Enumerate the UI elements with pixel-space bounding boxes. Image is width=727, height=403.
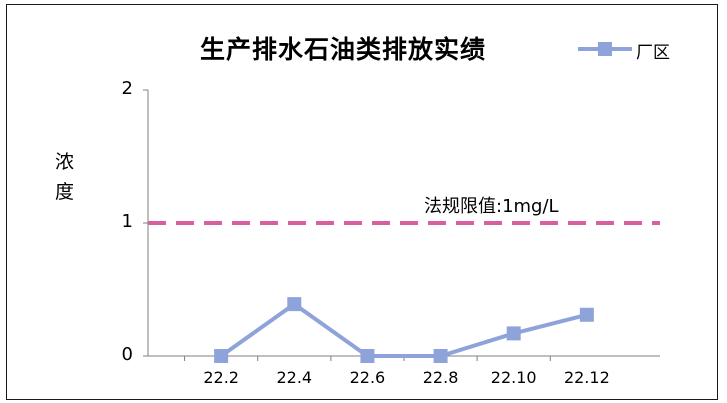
series-line [219,301,588,358]
y-axis-label-char-1: 浓 [55,151,75,173]
regulatory-limit-label: 法规限值:1mg/L [424,196,559,217]
data-point-marker [579,307,594,322]
x-tick-label: 22.10 [490,368,537,387]
legend [578,42,632,56]
x-tick-label: 22.12 [563,368,610,387]
legend-square-marker-icon [598,42,612,56]
chart-title: 生产排水石油类排放实绩 [200,35,487,64]
x-tick-label: 22.6 [349,368,386,387]
y-tick-label: 1 [121,211,133,232]
y-tick-label: 0 [121,344,133,365]
data-point-marker [287,297,302,312]
y-tick-label: 2 [121,78,133,99]
data-point-marker [433,349,448,363]
legend-label: 厂区 [636,43,670,63]
data-point-marker [360,349,375,363]
x-tick-label: 22.8 [422,368,459,387]
x-tick-label: 22.2 [203,368,239,387]
chart-frame [6,4,718,400]
x-tick-label: 22.4 [276,368,313,387]
y-axis-label-char-2: 度 [55,181,75,203]
data-point-marker [506,326,521,341]
data-point-marker [214,349,229,363]
